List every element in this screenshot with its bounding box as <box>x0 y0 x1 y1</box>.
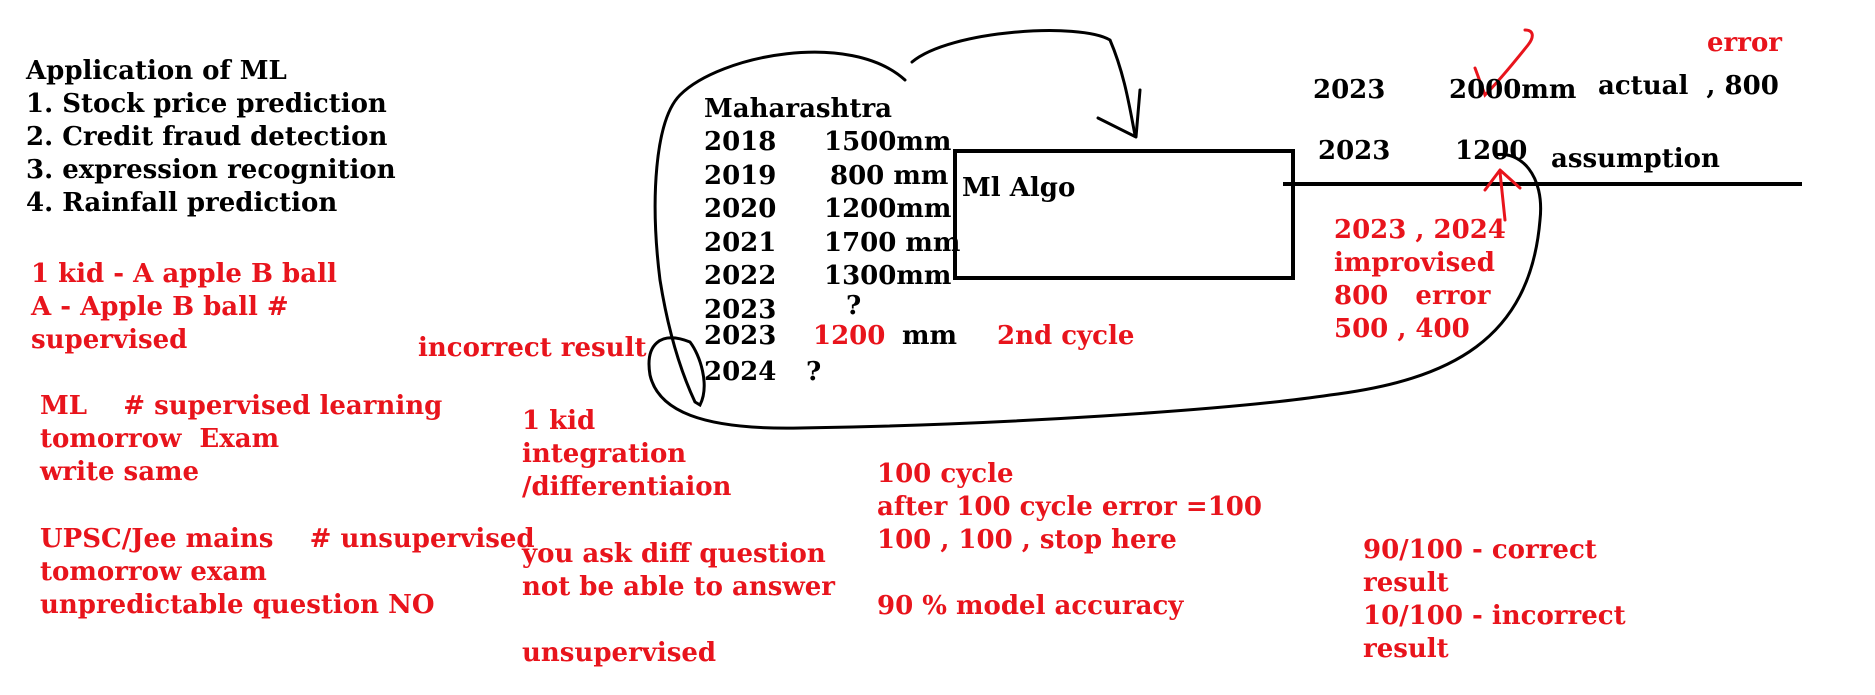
integration-note-line: /differentiaion <box>522 472 732 502</box>
error-label: error <box>1707 28 1782 58</box>
region-title: Maharashtra <box>704 94 893 124</box>
data-value: ? <box>806 357 822 387</box>
algo-box-label: Ml Algo <box>962 173 1076 203</box>
data-value: ? <box>846 291 862 321</box>
unsupervised-note-line: unpredictable question NO <box>40 590 435 620</box>
data-year: 2018 <box>704 127 777 157</box>
result-note-line: 90/100 - correct <box>1363 535 1597 565</box>
kid-note-line: supervised <box>31 325 188 355</box>
supervised-note-line: tomorrow Exam <box>40 424 280 454</box>
integration-note-line: integration <box>522 439 687 469</box>
data-value: 1700 mm <box>824 228 961 258</box>
data-year: 2023 <box>704 295 777 325</box>
data-year: 2020 <box>704 194 777 224</box>
assumption-label: assumption <box>1551 144 1720 174</box>
assumption-value: 1200 <box>1455 136 1528 166</box>
actual-label: actual , 800 <box>1598 71 1779 101</box>
kid-note-line: A - Apple B ball # <box>31 292 289 322</box>
data-year: 2019 <box>704 161 777 191</box>
integration-note-line: 1 kid <box>522 406 596 436</box>
application-item: 3. expression recognition <box>26 155 396 185</box>
unsupervised-note-line: UPSC/Jee mains # unsupervised <box>40 524 535 554</box>
supervised-note-line: ML # supervised learning <box>40 391 443 421</box>
integration-note-line: you ask diff question <box>522 539 826 569</box>
assumption-year: 2023 <box>1318 136 1391 166</box>
result-note-line: 10/100 - incorrect <box>1363 601 1626 631</box>
data-value: 1300mm <box>824 261 952 291</box>
improve-note-line: 800 error <box>1334 281 1491 311</box>
supervised-note-line: write same <box>40 457 200 487</box>
predicted-unit: mm <box>902 321 958 351</box>
cycle-note-line: 90 % model accuracy <box>877 591 1184 621</box>
second-cycle-label: 2nd cycle <box>997 321 1135 351</box>
actual-value: 2000mm <box>1449 75 1577 105</box>
improve-note-line: 500 , 400 <box>1334 314 1470 344</box>
data-value: 800 mm <box>830 161 949 191</box>
result-note-line: result <box>1363 634 1449 664</box>
result-note-line: result <box>1363 568 1449 598</box>
arrow-head <box>1096 88 1142 139</box>
cycle-note-line: 100 , 100 , stop here <box>877 525 1177 555</box>
application-item: 1. Stock price prediction <box>26 89 387 119</box>
application-item: 4. Rainfall prediction <box>26 188 338 218</box>
integration-note-line: not be able to answer <box>522 572 835 602</box>
improve-note-line: 2023 , 2024 <box>1334 215 1506 245</box>
improve-note-line: improvised <box>1334 248 1495 278</box>
kid-note-line: 1 kid - A apple B ball <box>31 259 337 289</box>
unsupervised-note-line: tomorrow exam <box>40 557 267 587</box>
cycle-note-line: after 100 cycle error =100 <box>877 492 1262 522</box>
actual-year: 2023 <box>1313 75 1386 105</box>
data-year: 2024 <box>704 357 777 387</box>
data-value: 1500mm <box>824 127 952 157</box>
check-mark <box>1473 28 1534 98</box>
applications-title: Application of ML <box>26 56 287 86</box>
algo-box <box>953 149 1295 280</box>
integration-note-line: unsupervised <box>522 638 717 668</box>
flow-arrow <box>910 29 1137 137</box>
cycle-note-line: 100 cycle <box>877 459 1014 489</box>
red-arrow <box>1483 168 1522 222</box>
data-value: 1200mm <box>824 194 952 224</box>
data-year: 2022 <box>704 261 777 291</box>
predicted-value: 1200 <box>813 321 886 351</box>
data-blob-outline <box>647 50 1543 430</box>
application-item: 2. Credit fraud detection <box>26 122 388 152</box>
data-year: 2021 <box>704 228 777 258</box>
incorrect-result-label: incorrect result <box>418 333 647 363</box>
data-year: 2023 <box>704 321 777 351</box>
